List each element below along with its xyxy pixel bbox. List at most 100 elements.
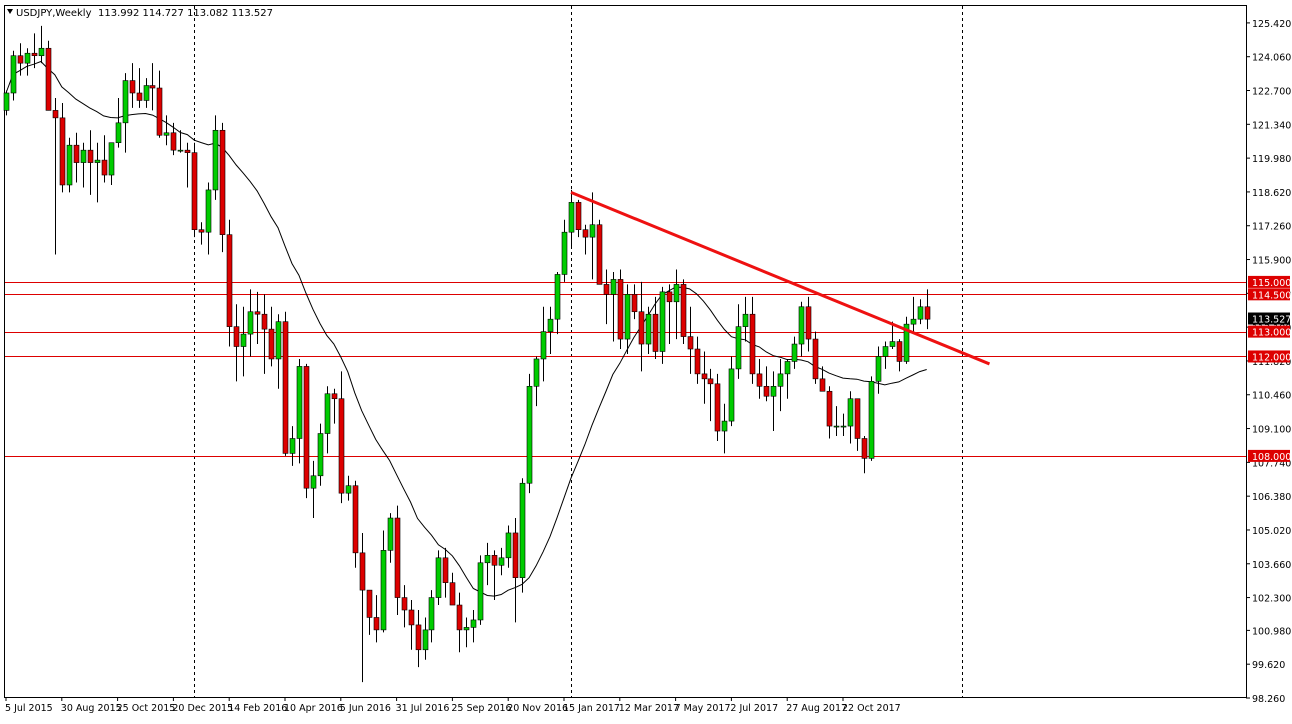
chart-header: USDJPY,Weekly 113.992 114.727 113.082 11… <box>7 8 273 19</box>
candle <box>45 40 52 111</box>
bear-candle-body <box>31 52 38 57</box>
candle <box>163 115 170 146</box>
bear-candle-body <box>394 517 401 598</box>
candle <box>268 306 275 367</box>
bull-candle-body <box>526 385 533 484</box>
bull-candle-body <box>589 224 596 238</box>
candle <box>275 314 282 389</box>
candle <box>289 426 296 466</box>
candle <box>840 413 847 437</box>
candle <box>38 25 45 64</box>
candle <box>791 336 798 369</box>
x-tick-label: 22 Oct 2017 <box>842 703 901 714</box>
candle <box>226 219 233 347</box>
candle <box>331 388 338 424</box>
x-tick-label: 20 Nov 2016 <box>507 703 568 714</box>
bull-candle-body <box>324 393 331 434</box>
bull-candle-body <box>533 358 540 387</box>
candle <box>240 306 247 377</box>
candle <box>94 142 101 203</box>
bull-candle-body <box>24 52 31 64</box>
candle <box>352 480 359 568</box>
bear-candle-body <box>338 398 345 494</box>
bear-candle-body <box>73 144 80 163</box>
bull-candle-body <box>645 313 652 345</box>
candle <box>24 48 31 76</box>
candle <box>136 68 143 108</box>
bull-candle-body <box>317 433 324 477</box>
y-tick-label: 110.460 <box>1252 391 1291 402</box>
current-price-box <box>1248 312 1290 325</box>
candle <box>59 102 66 193</box>
bear-candle-body <box>226 234 233 327</box>
candle <box>512 518 519 623</box>
candle <box>728 356 735 427</box>
candle <box>735 304 742 379</box>
bear-candle-body <box>631 294 638 313</box>
bear-candle-body <box>687 336 694 350</box>
candle <box>387 513 394 563</box>
candle <box>191 142 198 238</box>
bear-candle-body <box>819 378 826 392</box>
y-tick-label: 106.380 <box>1252 492 1291 503</box>
trendline[interactable] <box>570 191 991 366</box>
bear-candle-body <box>87 149 94 163</box>
bull-candle-body <box>387 517 394 551</box>
bull-candle-body <box>505 532 512 559</box>
candle <box>261 294 268 374</box>
y-tick-label: 103.660 <box>1252 560 1291 571</box>
candle <box>177 130 184 153</box>
bull-candle-body <box>673 284 680 303</box>
bull-candle-body <box>728 368 735 422</box>
dropdown-triangle-icon[interactable] <box>7 9 13 14</box>
candle <box>784 358 791 399</box>
bull-candle-body <box>735 326 742 370</box>
candle <box>519 478 526 593</box>
candle <box>415 610 422 668</box>
candle <box>470 610 477 643</box>
bull-candle-body <box>212 129 219 191</box>
candle <box>624 284 631 354</box>
bull-candle-body <box>547 318 554 332</box>
bear-candle-body <box>442 557 449 583</box>
bull-candle-body <box>122 80 129 124</box>
candle <box>233 304 240 382</box>
level-tag-box <box>1248 275 1290 288</box>
bear-candle-body <box>805 306 812 340</box>
candle <box>198 222 205 245</box>
candle <box>491 550 498 601</box>
candle <box>763 366 770 402</box>
candle <box>17 43 24 76</box>
candle <box>812 331 819 384</box>
symbol-period: USDJPY,Weekly <box>16 8 92 19</box>
candle <box>80 142 87 188</box>
candle <box>659 286 666 364</box>
candle <box>463 617 470 648</box>
bull-candle-body <box>275 321 282 360</box>
candle <box>875 346 882 394</box>
bear-candle-body <box>17 55 24 64</box>
candle <box>861 436 868 474</box>
bull-candle-body <box>240 333 247 347</box>
candle <box>428 590 435 643</box>
bear-candle-body <box>268 328 275 360</box>
bull-candle-body <box>833 425 840 428</box>
candle <box>854 398 861 451</box>
level-price-tag: 115.000 <box>1248 275 1291 289</box>
candle <box>345 475 352 501</box>
candle <box>805 296 812 352</box>
x-tick-label: 12 Mar 2017 <box>619 703 679 714</box>
bull-candle-body <box>624 294 631 340</box>
candle <box>122 73 129 153</box>
x-tick-label: 15 Jan 2017 <box>563 703 620 714</box>
candle <box>770 371 777 432</box>
current-price-tag: 113.527 <box>1248 312 1291 326</box>
candle <box>533 356 540 407</box>
candle <box>617 269 624 350</box>
candle <box>435 550 442 606</box>
candle <box>687 306 694 374</box>
candle <box>87 130 94 195</box>
bear-candle-body <box>261 313 268 330</box>
bear-candle-body <box>638 311 645 345</box>
y-tick-label: 109.100 <box>1252 425 1291 436</box>
